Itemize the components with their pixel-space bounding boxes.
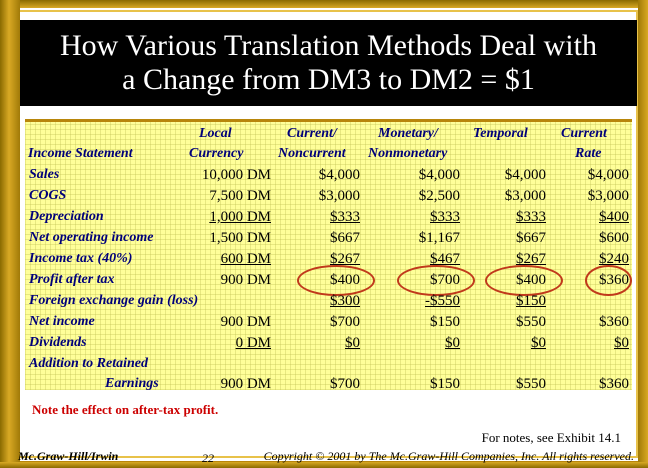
cell-tax-mn: $467 [430, 251, 460, 267]
cell-depreciation-rate: $400 [599, 209, 629, 225]
col-header-monetary-1: Monetary/ [378, 126, 438, 141]
cell-cogs-local: 7,500 DM [209, 188, 271, 204]
col-header-current-rate-2: Rate [575, 146, 602, 161]
row-label-net-income: Net income [29, 314, 95, 329]
cell-re-rate: $360 [599, 376, 629, 392]
cell-noi-local: 1,500 DM [209, 230, 271, 246]
translation-table: Local Currency Current/ Noncurrent Monet… [25, 119, 632, 392]
cell-ni-cn: $700 [330, 314, 360, 330]
cell-fx-temporal: $150 [516, 293, 546, 309]
col-header-current-rate-1: Current [561, 126, 607, 141]
cell-depreciation-temporal: $333 [516, 209, 546, 225]
row-label-net-operating-income: Net operating income [29, 230, 154, 245]
cell-ni-temporal: $550 [516, 314, 546, 330]
cell-div-local: 0 DM [235, 335, 271, 351]
cell-noi-mn: $1,167 [418, 230, 460, 246]
cell-re-mn: $150 [430, 376, 460, 392]
cell-cogs-cn: $3,000 [318, 188, 360, 204]
row-label-cogs: COGS [29, 188, 67, 203]
col-header-current-noncurrent-2: Noncurrent [278, 146, 346, 161]
row-label-addition-to-retained: Addition to Retained [29, 356, 149, 371]
title-line-1: How Various Translation Methods Deal wit… [60, 29, 597, 62]
row-label-income-tax: Income tax (40%) [29, 251, 133, 266]
cell-ni-mn: $150 [430, 314, 460, 330]
cell-sales-local: 10,000 DM [201, 167, 271, 183]
cell-div-rate: $0 [614, 335, 629, 351]
frame-right-bar [638, 0, 648, 468]
cell-sales-cn: $4,000 [318, 167, 360, 183]
title-line-2: a Change from DM3 to DM2 = $1 [122, 63, 535, 96]
highlight-ring-mn [397, 265, 475, 296]
frame-left-bar [0, 0, 20, 468]
cell-cogs-temporal: $3,000 [504, 188, 546, 204]
col-header-monetary-2: Nonmonetary [368, 146, 448, 161]
highlight-ring-cn [297, 265, 375, 296]
cell-re-cn: $700 [330, 376, 360, 392]
publisher-label: Mc.Graw-Hill/Irwin [18, 449, 119, 463]
col-header-local-2: Currency [189, 146, 244, 161]
highlight-ring-rate [585, 265, 632, 296]
row-label-dividends: Dividends [29, 335, 87, 350]
cell-tax-local: 600 DM [220, 251, 271, 267]
col-header-temporal: Temporal [473, 126, 528, 141]
cell-sales-temporal: $4,000 [504, 167, 546, 183]
cell-noi-rate: $600 [599, 230, 629, 246]
cell-fx-cn: $300 [330, 293, 360, 309]
cell-noi-temporal: $667 [516, 230, 546, 246]
row-label-depreciation: Depreciation [29, 209, 104, 224]
cell-depreciation-local: 1,000 DM [209, 209, 271, 225]
cell-depreciation-mn: $333 [430, 209, 460, 225]
frame-bottom-bar [0, 462, 648, 468]
row-label-earnings: Earnings [105, 376, 159, 391]
cell-ni-local: 900 DM [220, 314, 271, 330]
cell-noi-cn: $667 [330, 230, 360, 246]
slide-title: How Various Translation Methods Deal wit… [20, 20, 637, 106]
cell-re-local: 900 DM [220, 376, 271, 392]
cell-pat-local: 900 DM [220, 272, 271, 288]
cell-re-temporal: $550 [516, 376, 546, 392]
cell-tax-cn: $267 [330, 251, 360, 267]
highlight-ring-temporal [485, 265, 563, 296]
cell-fx-mn: -$550 [425, 293, 460, 309]
exhibit-reference: For notes, see Exhibit 14.1 [481, 430, 621, 445]
cell-div-mn: $0 [445, 335, 460, 351]
cell-ni-rate: $360 [599, 314, 629, 330]
after-tax-note: Note the effect on after-tax profit. [32, 402, 219, 417]
frame-top-bar [0, 0, 648, 8]
cell-tax-temporal: $267 [516, 251, 546, 267]
cell-depreciation-cn: $333 [330, 209, 360, 225]
copyright-notice: Copyright © 2001 by The Mc.Graw-Hill Com… [263, 449, 634, 463]
cell-div-cn: $0 [345, 335, 360, 351]
col-header-local-1: Local [199, 126, 232, 141]
cell-tax-rate: $240 [599, 251, 629, 267]
cell-sales-rate: $4,000 [587, 167, 629, 183]
col-header-current-noncurrent-1: Current/ [287, 126, 337, 141]
cell-div-temporal: $0 [531, 335, 546, 351]
cell-cogs-mn: $2,500 [418, 188, 460, 204]
cell-cogs-rate: $3,000 [587, 188, 629, 204]
row-label-fx-gain-loss: Foreign exchange gain (loss) [29, 293, 199, 308]
page-number: 22 [202, 451, 214, 465]
col-header-income-statement: Income Statement [28, 146, 133, 161]
row-label-sales: Sales [29, 167, 60, 182]
cell-sales-mn: $4,000 [418, 167, 460, 183]
row-label-profit-after-tax: Profit after tax [29, 272, 115, 287]
